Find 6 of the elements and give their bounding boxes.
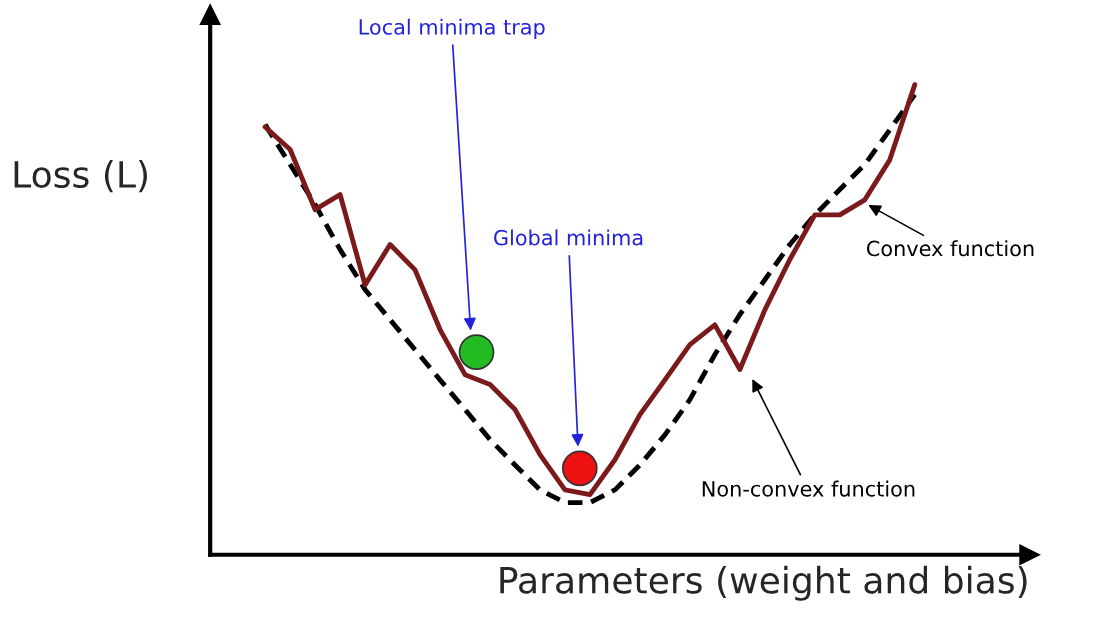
text: Local minima trap [359, 18, 545, 39]
annotation: Non-convex function [702, 480, 915, 497]
annotation: Global minima [494, 229, 643, 246]
y-axis-title: Loss (L) [14, 160, 147, 193]
x-axis-title: Parameters (weight and bias) [500, 565, 1027, 601]
annotation: Convex function [866, 240, 1034, 257]
